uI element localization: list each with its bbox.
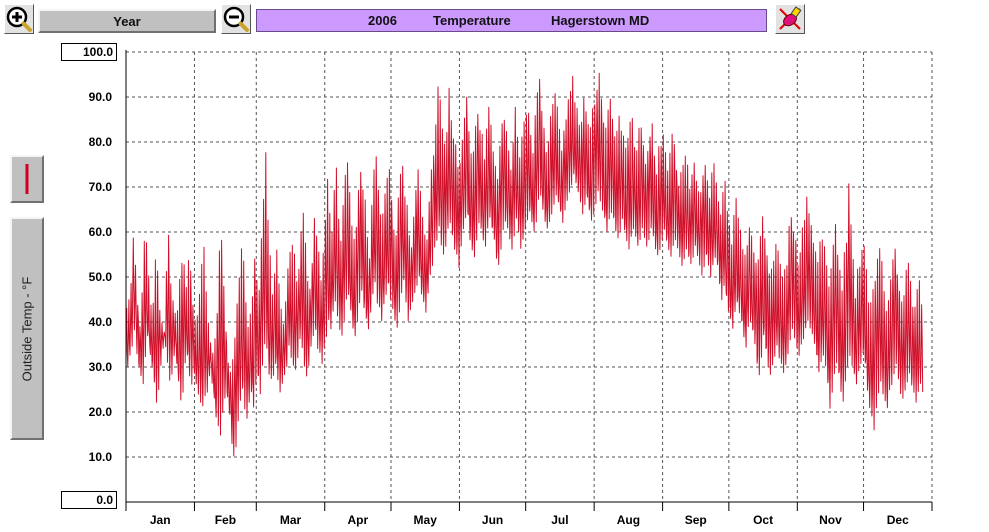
y-tick-label: 80.0 (89, 135, 113, 149)
month-label: Oct (753, 513, 773, 527)
zoom-in-button[interactable] (4, 4, 34, 34)
y-tick-label: 70.0 (89, 180, 113, 194)
y-tick-label: 20.0 (89, 405, 113, 419)
zoom-out-button[interactable] (221, 4, 251, 34)
series-legend-button[interactable] (10, 155, 44, 203)
month-label: Jan (150, 513, 171, 527)
y-tick-label: 100.0 (61, 43, 117, 61)
series-swatch-icon (25, 164, 29, 194)
magnifier-plus-icon (6, 6, 32, 32)
month-label: May (414, 513, 438, 527)
paint-tool-button[interactable] (775, 4, 805, 34)
month-label: Feb (215, 513, 236, 527)
y-tick-label: 10.0 (89, 450, 113, 464)
title-variable: Temperature (433, 13, 511, 28)
x-month-labels: Jan Feb Mar Apr May Jun Jul Aug Sep Oct Nov Dec (150, 513, 909, 527)
month-label: Nov (819, 513, 842, 527)
title-location: Hagerstown MD (551, 13, 650, 28)
month-label: Dec (887, 513, 909, 527)
month-label: Apr (348, 513, 369, 527)
y-tick-label: 0.0 (61, 491, 117, 509)
period-label: Year (113, 13, 141, 29)
y-tick-label: 60.0 (89, 225, 113, 239)
title-year: 2006 (368, 13, 397, 28)
y-tick-label: 30.0 (89, 360, 113, 374)
y-tick-label: 90.0 (89, 90, 113, 104)
month-label: Jul (551, 513, 568, 527)
chart-title-bar: 2006 Temperature Hagerstown MD (256, 9, 767, 32)
chart-axes (125, 50, 933, 511)
month-label: Mar (280, 513, 302, 527)
y-tick-label: 50.0 (89, 270, 113, 284)
month-label: Aug (617, 513, 640, 527)
magnifier-minus-icon (223, 6, 249, 32)
temperature-series-line (125, 72, 924, 457)
month-label: Jun (482, 513, 503, 527)
y-axis-label-button[interactable]: Outside Temp - °F (10, 217, 44, 440)
y-tick-label: 40.0 (89, 315, 113, 329)
period-selector[interactable]: Year (38, 9, 216, 33)
y-tick-labels: 90.0 80.0 70.0 60.0 50.0 40.0 30.0 20.0 10.0 (89, 90, 113, 464)
month-label: Sep (685, 513, 707, 527)
paint-tool-icon (779, 6, 802, 30)
